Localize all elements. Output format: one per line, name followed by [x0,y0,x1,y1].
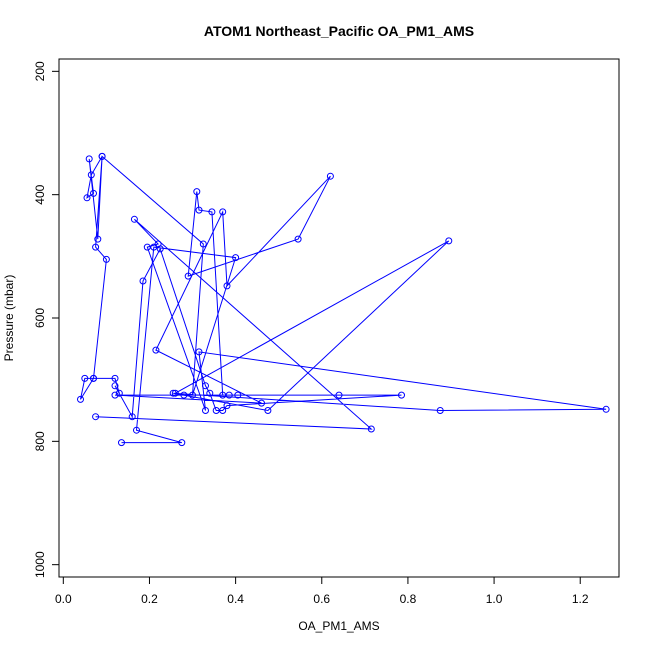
x-axis-label: OA_PM1_AMS [298,619,379,633]
data-point [115,389,123,397]
x-tick-label: 0.2 [141,592,158,606]
y-tick-label: 200 [33,61,47,81]
data-point [199,240,207,248]
data-point [335,391,343,399]
data-point [143,243,151,251]
chart-title: ATOM1 Northeast_Pacific OA_PM1_AMS [204,23,474,39]
data-point [189,391,196,399]
data-point [180,391,188,399]
plot-area [58,58,620,578]
data-point [398,391,405,399]
data-point [81,374,89,382]
data-point [184,272,192,280]
data-point [111,382,119,390]
data-point [264,407,272,414]
data-point [225,391,233,399]
data-point [208,208,216,216]
data-point [83,194,91,202]
data-point [130,215,138,223]
series-line [80,155,607,444]
data-point [232,254,240,262]
y-tick-label: 600 [33,308,47,328]
y-axis: 200 400 600 800 1000 [33,61,60,578]
plot-frame [58,58,620,578]
data-point [85,155,93,163]
y-tick-label: 400 [33,184,47,204]
data-point [92,243,100,251]
data-point [98,152,106,160]
x-tick-label: 1.2 [572,592,589,606]
data-point [223,402,231,410]
data-point [111,391,119,399]
data-point [193,188,201,196]
x-tick-label: 0.8 [400,592,417,606]
data-point [102,255,110,263]
data-point [152,346,160,354]
data-point [219,208,227,216]
data-point [206,389,214,397]
data-point [202,407,209,414]
data-point [169,389,177,397]
x-tick-label: 1.0 [486,592,503,606]
data-point [258,399,265,407]
data-point [367,425,375,433]
data-point [223,282,231,290]
data-point [77,395,84,403]
data-point [234,391,242,399]
data-point [195,348,203,356]
data-point [154,240,162,248]
data-point [139,277,147,285]
data-point [133,426,140,434]
data-point [445,237,453,245]
data-point [602,405,610,413]
data-point [111,374,119,382]
data-point [195,206,203,214]
y-tick-label: 800 [33,431,47,451]
data-point [94,235,102,243]
data-point [294,235,302,243]
x-axis: 0.0 0.2 0.4 0.6 0.8 1.0 1.2 [55,576,589,606]
x-tick-label: 0.0 [55,592,72,606]
data-point [171,389,179,397]
data-point [92,413,100,421]
y-tick-label: 1000 [33,551,47,578]
x-tick-label: 0.6 [313,592,330,606]
series-layer [77,152,610,447]
data-point [178,439,186,447]
data-point [219,407,227,414]
data-point [436,407,444,414]
y-axis-label: Pressure (mbar) [2,275,16,362]
data-point [326,172,334,180]
data-point [90,374,97,382]
data-point [90,189,97,197]
x-tick-label: 0.4 [227,592,244,606]
data-point [87,171,95,179]
data-point [128,413,136,421]
data-point [118,439,125,447]
data-point [202,382,209,390]
